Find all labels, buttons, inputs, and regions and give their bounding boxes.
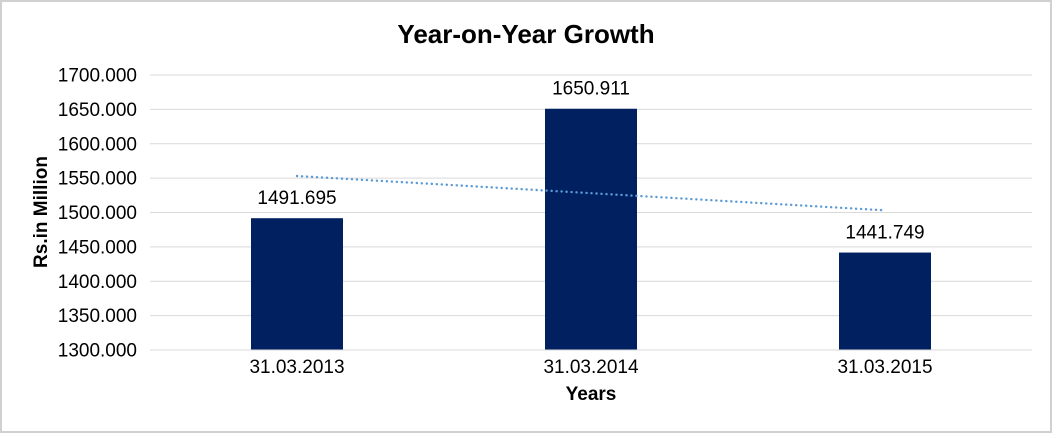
bar-value-label: 1491.695 (257, 188, 336, 209)
bar (839, 252, 931, 350)
y-tick-label: 1300.000 (58, 341, 137, 362)
chart-title: Year-on-Year Growth (397, 19, 655, 49)
x-tick-label: 31.03.2014 (543, 357, 639, 378)
y-tick-label: 1700.000 (58, 66, 137, 87)
y-tick-label: 1650.000 (58, 100, 137, 121)
y-tick-label: 1500.000 (58, 203, 137, 224)
bar (545, 108, 637, 350)
x-tick-label: 31.03.2015 (837, 357, 932, 378)
bar-value-label: 1441.749 (845, 223, 924, 244)
y-tick-label: 1400.000 (58, 272, 137, 293)
bar-value-label: 1650.911 (552, 79, 630, 100)
y-tick-label: 1350.000 (58, 306, 137, 327)
x-tick-label: 31.03.2013 (249, 357, 344, 378)
y-tick-label: 1600.000 (58, 134, 137, 155)
y-tick-label: 1450.000 (58, 237, 137, 258)
x-axis-title: Years (565, 384, 617, 405)
y-tick-label: 1550.000 (58, 169, 137, 190)
trendline (295, 174, 887, 212)
bar (251, 218, 343, 350)
